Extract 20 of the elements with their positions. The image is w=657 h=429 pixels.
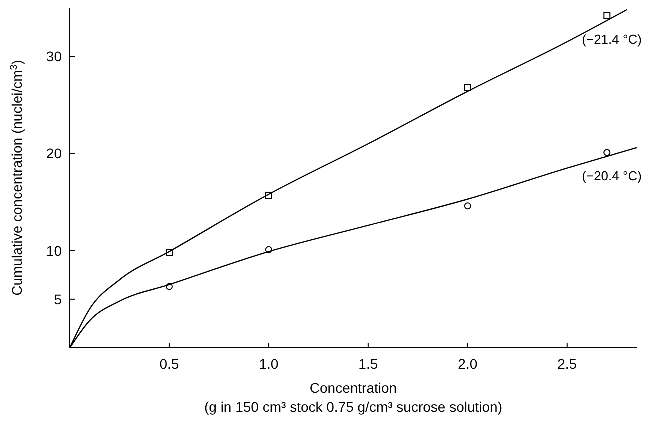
x-tick-label: 2.0 (458, 356, 478, 372)
point (464, 84, 472, 92)
point (464, 202, 472, 210)
point (265, 192, 272, 199)
y-tick-label: 10 (46, 242, 62, 259)
point (604, 149, 611, 156)
x-tick-label: 1.5 (358, 356, 378, 372)
x-axis-title: Concentration (g in 150 cm³ stock 0.75 g/cm³ sucrose solution) (204, 380, 503, 415)
x-tick-label: 1.0 (259, 356, 279, 372)
y-tick-label: 30 (46, 48, 62, 64)
point (166, 283, 173, 290)
annotation: (−20.4 °C) (582, 168, 642, 184)
x-tick-label: 0.5 (160, 356, 180, 372)
x-tick-label: 2.5 (558, 356, 578, 372)
point (604, 12, 611, 20)
point (166, 249, 173, 256)
y-tick-label: 5 (54, 291, 62, 308)
y-tick-label: 20 (46, 146, 62, 162)
annotation: (−21.4 °C) (582, 32, 642, 47)
point (265, 246, 272, 254)
